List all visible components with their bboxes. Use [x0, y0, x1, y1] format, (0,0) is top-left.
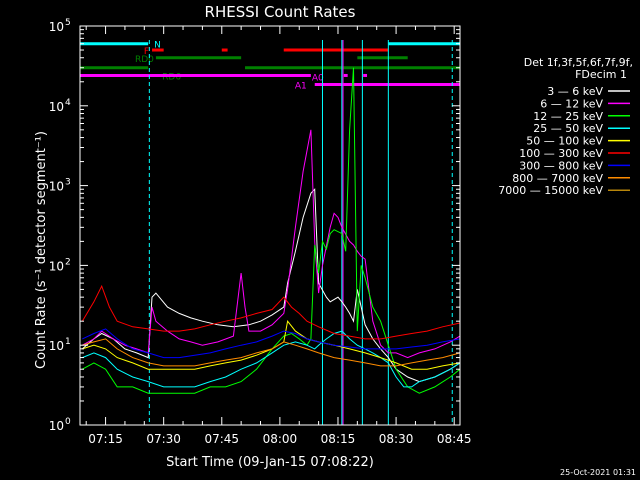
y-tick-label-1: 10 [49, 339, 64, 353]
x-tick-label-08-30: 08:30 [379, 432, 414, 446]
y-tick-label-2: 10 [49, 259, 64, 273]
series-lines [81, 67, 461, 394]
series-300-800-kev [82, 328, 461, 359]
y-tick-exp-0: 0 [65, 417, 71, 427]
series-50-100-kev [82, 320, 461, 370]
y-tick-exp-4: 4 [65, 98, 71, 108]
x-tick-label-07-15: 07:15 [88, 432, 123, 446]
x-tick-label-08-45: 08:45 [437, 432, 472, 446]
y-tick-exp-3: 3 [65, 178, 71, 188]
x-tick-label-08-00: 08:00 [263, 432, 298, 446]
flag-label-a0: A0 [312, 73, 324, 83]
legend: Det 1f,3f,5f,6f,7f,9f,FDecim 1 3 — 6 keV6… [498, 56, 633, 197]
legend-label-7000-15000-kev: 7000 — 15000 keV [498, 184, 603, 197]
vertical-markers [79, 40, 453, 425]
x-axis-label: Start Time (09-Jan-15 07:08:22) [166, 455, 374, 470]
series-25-50-kev [82, 330, 461, 388]
x-tick-label-07-30: 07:30 [146, 432, 181, 446]
y-tick-exp-5: 5 [65, 18, 71, 28]
x-tick-label-08-15: 08:15 [321, 432, 356, 446]
y-axis-label: Count Rate (s⁻¹ detector segment⁻¹) [34, 131, 49, 369]
flag-label-rd0: RD0 [135, 55, 154, 65]
series-800-7000-kev [82, 338, 461, 367]
y-tick-exp-1: 1 [65, 337, 71, 347]
series-100-300-kev [81, 284, 461, 340]
legend-header-2: FDecim 1 [575, 68, 627, 81]
legend-label-25-50-kev: 25 — 50 keV [533, 122, 603, 135]
legend-label-100-300-kev: 100 — 300 keV [519, 147, 603, 160]
y-tick-exp-2: 2 [65, 257, 71, 267]
legend-label-50-100-kev: 50 — 100 keV [526, 135, 603, 148]
legend-label-6-12-kev: 6 — 12 keV [540, 97, 603, 110]
y-tick-label-3: 10 [49, 180, 64, 194]
y-tick-label-0: 10 [49, 419, 64, 433]
series-12-25-kev [82, 67, 461, 394]
series-6-12-kev [82, 129, 461, 359]
flag-label-a1: A1 [295, 81, 307, 91]
legend-header-1: Det 1f,3f,5f,6f,7f,9f, [524, 56, 633, 69]
legend-label-300-800-kev: 300 — 800 keV [519, 159, 603, 172]
x-tick-label-07-45: 07:45 [204, 432, 239, 446]
series-3-6-kev [81, 188, 461, 383]
y-tick-label-5: 10 [49, 20, 64, 34]
legend-label-3-6-kev: 3 — 6 keV [547, 85, 603, 98]
flag-label-n: N [154, 41, 161, 51]
flag-label-rd6: RD6 [162, 73, 181, 83]
plot-frame [79, 25, 461, 426]
footer-timestamp: 25-Oct-2021 01:31 [560, 468, 636, 477]
legend-label-800-7000-kev: 800 — 7000 keV [512, 172, 603, 185]
y-tick-label-4: 10 [49, 100, 64, 114]
flag-label-f: F [144, 47, 149, 57]
chart-title: RHESSI Count Rates [205, 3, 356, 21]
legend-label-12-25-kev: 12 — 25 keV [533, 110, 603, 123]
